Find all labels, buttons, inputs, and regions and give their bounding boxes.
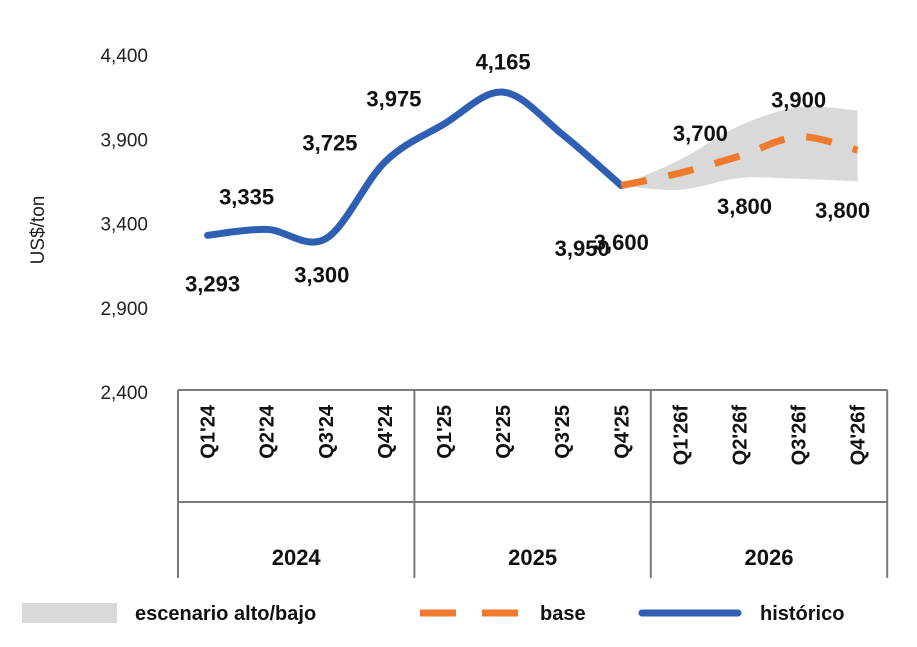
- x-tick-label: Q2'25: [493, 405, 515, 459]
- data-label: 4,165: [476, 50, 531, 75]
- x-tick-label: Q4'25: [611, 405, 633, 459]
- data-label: 3,950: [555, 236, 610, 261]
- data-label: 3,800: [815, 198, 870, 223]
- y-tick-label: 4,400: [100, 46, 148, 67]
- legend-swatch-band: [22, 603, 117, 623]
- y-tick-label: 2,400: [100, 383, 148, 404]
- data-label: 3,335: [219, 185, 274, 210]
- data-label: 3,725: [302, 131, 357, 156]
- legend-label: histórico: [760, 603, 844, 625]
- base-series-line: [620, 133, 859, 190]
- y-tick-label: 2,900: [100, 299, 148, 320]
- x-tick-label: Q1'26f: [670, 405, 692, 466]
- y-tick-label: 3,400: [100, 215, 148, 236]
- series-layer: [204, 88, 859, 246]
- x-tick-label: Q1'24: [198, 404, 220, 459]
- legend: escenario alto/bajo base histórico: [22, 603, 844, 625]
- x-tick-label: Q4'24: [375, 404, 397, 459]
- data-label: 3,700: [673, 121, 728, 146]
- year-label: 2026: [745, 545, 794, 570]
- x-axis: Q1'24 Q2'24 Q3'24 Q4'24 Q1'25 Q2'25 Q3'25 Q4'25…: [177, 389, 889, 578]
- historic-series-line: [204, 88, 625, 246]
- y-tick-label: 3,900: [100, 130, 148, 151]
- data-label: 3,900: [771, 87, 826, 112]
- x-tick-label: Q3'26f: [789, 405, 811, 466]
- data-label: 3,800: [717, 194, 772, 219]
- x-tick-label: Q3'24: [316, 404, 338, 459]
- x-tick-label: Q1'25: [434, 405, 456, 459]
- x-tick-label: Q2'24: [257, 404, 279, 459]
- x-tick-label: Q2'26f: [730, 405, 752, 466]
- data-label: 3,975: [366, 87, 421, 112]
- y-axis: US$/ton 4,400 3,900 3,400 2,900 2,400: [28, 46, 148, 404]
- band-layer: [621, 106, 858, 191]
- data-label: 3,293: [185, 272, 240, 297]
- data-label: 3,300: [294, 262, 349, 287]
- legend-label: escenario alto/bajo: [135, 603, 316, 625]
- legend-label: base: [540, 603, 586, 625]
- year-label: 2024: [272, 545, 322, 570]
- data-labels: 3,293 3,335 3,300 3,725 3,975 4,165 3,9503,600…: [185, 50, 870, 297]
- scenario-band: [621, 106, 858, 191]
- data-label: 3,600: [594, 230, 649, 255]
- x-tick-label: Q4'26f: [848, 405, 870, 466]
- x-tick-label: Q3'25: [552, 405, 574, 459]
- year-label: 2025: [508, 545, 557, 570]
- y-axis-label: US$/ton: [28, 196, 49, 265]
